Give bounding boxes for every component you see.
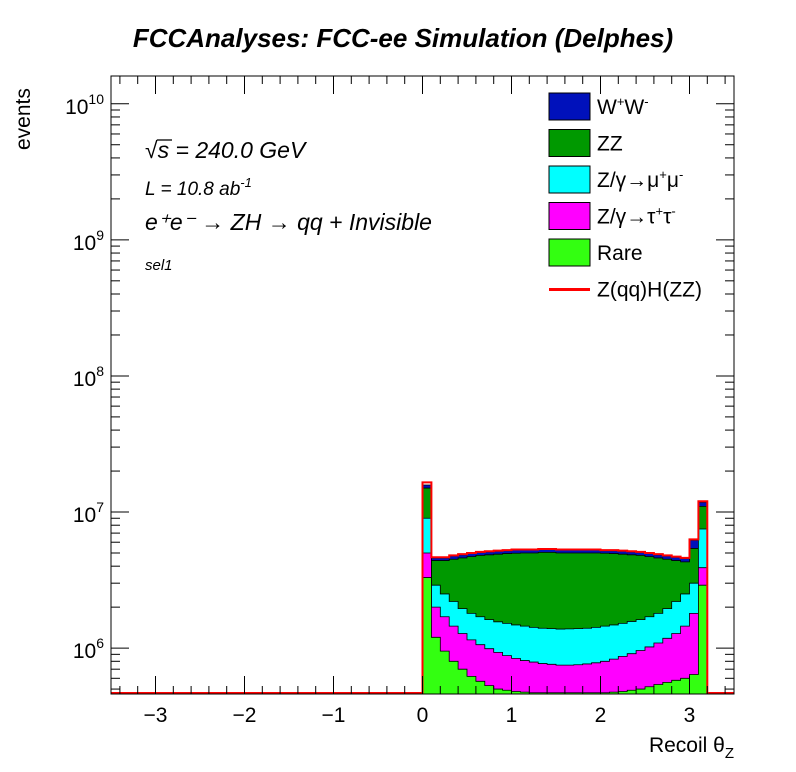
legend-swatch [548,129,591,157]
y-tick-label: 1010 [65,91,104,119]
legend-label: Z(qq)H(ZZ) [597,279,702,302]
x-tick-label: 0 [417,704,429,727]
legend-entry-mumu: Z/γ→μ+μ- [548,165,683,194]
x-tick-label: −1 [322,704,346,727]
x-tick-label: −2 [233,704,257,727]
legend-swatch [548,202,591,230]
sqrt-s-annotation: √s = 240.0 GeV [145,137,308,163]
legend-label: Z/γ→τ+τ- [597,204,676,229]
legend-entry-ww: W+W- [548,92,649,121]
legend-swatch [548,165,591,194]
legend-entry-signal: Z(qq)H(ZZ) [549,279,702,302]
legend-label: Rare [597,242,643,265]
x-tick-label: 1 [506,704,518,727]
y-tick-label: 108 [73,363,104,391]
chart-title: FCCAnalyses: FCC-ee Simulation (Delphes) [133,23,673,53]
legend-label: Z/γ→μ+μ- [597,167,683,192]
annotation-block: √s = 240.0 GeV L = 10.8 ab-1 e⁺e⁻ → ZH →… [145,137,432,274]
signal-line [421,481,709,694]
legend-swatch [548,238,591,267]
legend: W+W- ZZ Z/γ→μ+μ- Z/γ→τ+τ- Rare Z(qq)H(ZZ) [548,92,702,302]
selection-annotation: sel1 [145,257,173,274]
y-axis-label: events [12,88,35,150]
legend-entry-rare: Rare [548,238,643,267]
x-tick-label: 3 [684,704,696,727]
x-axis-label: Recoil θZ [649,734,734,762]
lumi-annotation: L = 10.8 ab-1 [145,175,252,200]
legend-swatch [548,92,591,121]
legend-label: ZZ [597,133,623,156]
y-tick-label: 106 [73,635,104,663]
legend-entry-tautau: Z/γ→τ+τ- [548,202,676,230]
x-tick-label: −3 [144,704,168,727]
histogram-stack [111,481,734,695]
y-tick-label: 107 [73,499,104,527]
y-tick-label: 109 [73,227,104,255]
x-tick-label: 2 [595,704,607,727]
process-annotation: e⁺e⁻ → ZH → qq + Invisible [145,209,432,235]
legend-entry-zz: ZZ [548,129,623,157]
axis-ticks: −3 −2 −1 0 1 2 3 106 107 108 109 1010 [65,76,734,727]
stack-series-1 [422,552,708,695]
legend-label: W+W- [597,94,649,119]
